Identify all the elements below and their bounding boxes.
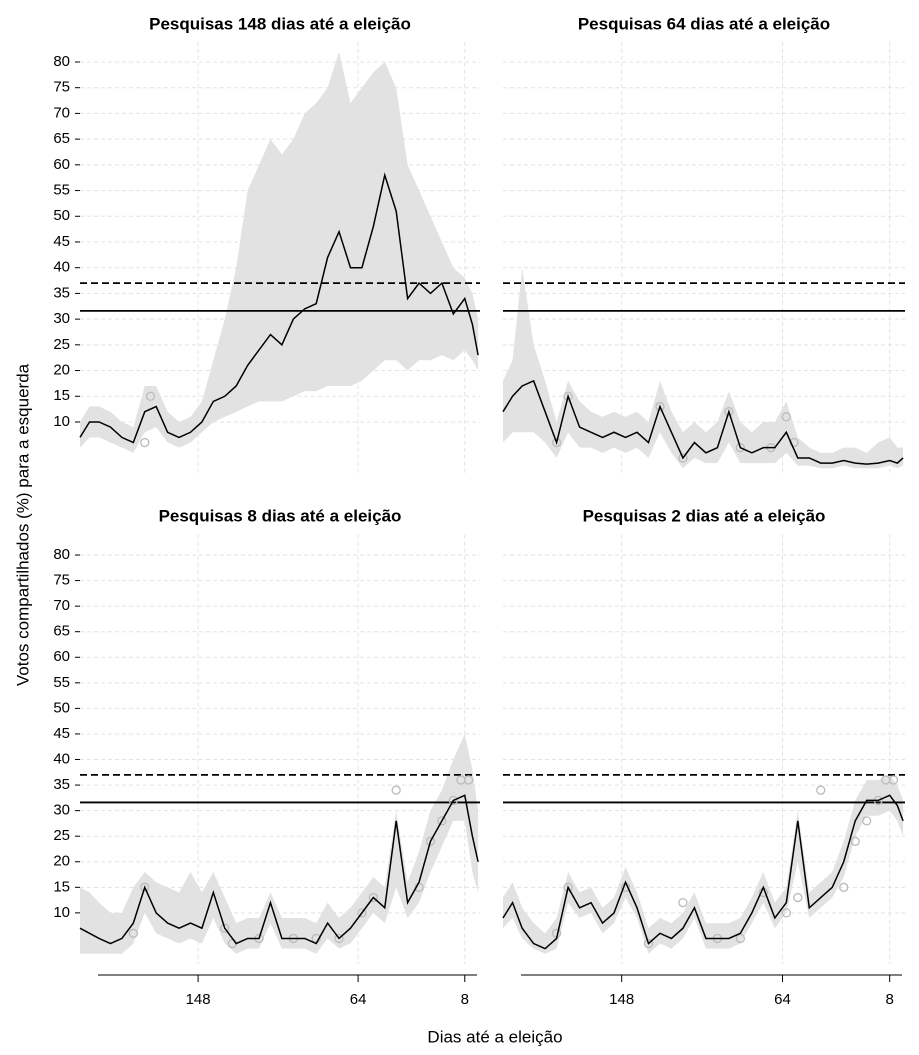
estimate-line [502,794,904,950]
poll-point [128,928,138,938]
poll-point [789,437,799,448]
poll-point [140,882,150,892]
x-tick-label: 148 [609,991,634,1008]
y-tick-label: 15 [53,387,70,404]
y-tick-label: 20 [53,362,70,379]
y-tick-label: 60 [53,648,70,665]
x-tick-label: 64 [774,991,791,1008]
x-tick-label: 8 [886,991,894,1008]
poll-point [735,933,746,944]
y-tick-label: 45 [53,233,70,250]
x-tick-label: 8 [461,991,469,1008]
estimate-line [79,172,479,444]
poll-point [425,836,436,846]
poll-point [793,892,803,903]
poll-point [551,437,562,448]
y-tick-label: 75 [53,79,70,96]
poll-point [850,836,860,846]
y-tick-label: 70 [53,597,70,614]
y-tick-label: 75 [53,572,70,589]
y-tick-label: 10 [53,904,70,921]
poll-point [862,816,872,826]
poll-point [735,443,746,453]
estimate-line [502,379,904,465]
y-tick-label: 35 [53,284,70,301]
y-tick-label: 80 [53,546,70,563]
y-tick-label: 55 [53,674,70,691]
poll-point [816,785,826,795]
poll-point [724,407,734,417]
uncertainty-band [503,267,904,469]
y-tick-label: 60 [53,156,70,173]
poll-point [655,401,665,412]
y-tick-label: 35 [53,776,70,793]
poll-point [781,908,791,918]
x-axis-label: Dias até a eleição [427,1027,562,1046]
y-tick-label: 50 [53,207,70,224]
panel-title: Pesquisas 8 dias até a eleição [159,506,402,525]
poll-point [140,437,150,448]
y-axis-label: Votos compartilhados (%) para a esquerda [13,363,32,686]
y-tick-label: 30 [53,802,70,819]
uncertainty-band [80,51,479,453]
poll-point [839,882,849,892]
y-tick-label: 10 [53,413,70,430]
poll-point [781,412,791,422]
y-tick-label: 45 [53,725,70,742]
poll-point [678,898,688,908]
y-tick-label: 65 [53,130,70,147]
y-tick-label: 40 [53,750,70,767]
poll-point [220,923,230,933]
y-tick-label: 30 [53,310,70,327]
panel-title: Pesquisas 2 dias até a eleição [583,506,826,525]
y-tick-label: 20 [53,853,70,870]
y-tick-label: 40 [53,259,70,276]
uncertainty-band [503,774,904,954]
y-tick-label: 80 [53,53,70,70]
x-tick-label: 64 [350,991,367,1008]
poll-point [643,938,654,949]
y-tick-label: 25 [53,827,70,844]
poll-point [437,816,447,826]
y-tick-label: 70 [53,104,70,121]
poll-point [563,391,573,401]
poll-point [145,391,156,401]
poll-point [368,892,378,903]
poll-point [678,453,688,463]
y-tick-label: 55 [53,182,70,199]
panel-title: Pesquisas 148 dias até a eleição [149,14,411,33]
y-tick-label: 15 [53,878,70,895]
estimate-line [79,794,479,945]
y-tick-label: 50 [53,699,70,716]
y-tick-label: 25 [53,336,70,353]
poll-point [357,908,367,918]
uncertainty-band [80,733,479,954]
poll-point [463,775,474,785]
poll-point [888,775,899,785]
y-tick-label: 65 [53,623,70,640]
poll-point [448,795,458,806]
panel-title: Pesquisas 64 dias até a eleição [578,14,830,33]
poll-point [391,785,401,795]
x-tick-label: 148 [186,991,211,1008]
poll-point [334,933,344,944]
poll-point [563,882,573,892]
